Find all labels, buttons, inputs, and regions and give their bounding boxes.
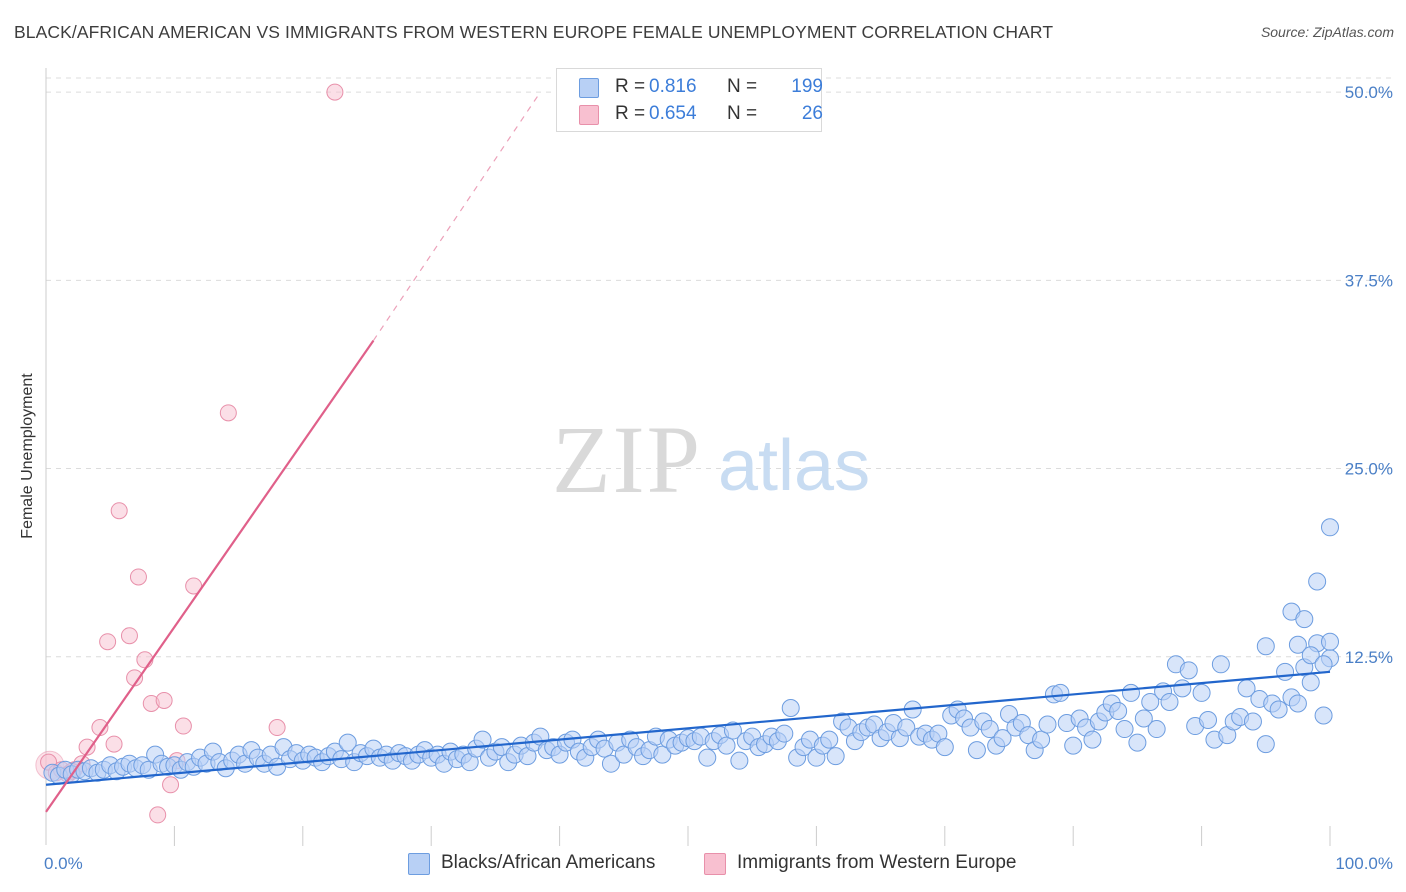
data-point bbox=[1301, 646, 1320, 665]
data-point bbox=[826, 747, 845, 766]
y-tick-label: 50.0% bbox=[1345, 83, 1393, 102]
data-point bbox=[1147, 720, 1166, 739]
legend-n-label: N = bbox=[727, 76, 758, 97]
data-point bbox=[219, 404, 237, 422]
legend-r-value: 0.816 bbox=[649, 76, 697, 97]
trend-lines bbox=[45, 91, 1331, 813]
bottom-legend-swatch-blue bbox=[408, 853, 430, 875]
data-point bbox=[1064, 736, 1083, 755]
pink-points bbox=[35, 83, 344, 824]
data-point bbox=[1173, 679, 1192, 698]
data-point bbox=[820, 730, 839, 749]
axes bbox=[45, 68, 1331, 846]
data-point bbox=[935, 738, 954, 757]
data-point bbox=[1134, 709, 1153, 728]
data-point bbox=[1243, 712, 1262, 731]
data-point bbox=[1321, 632, 1339, 651]
x-tick-label: 100.0% bbox=[1335, 854, 1393, 873]
data-point bbox=[1128, 733, 1147, 752]
data-point bbox=[601, 754, 620, 773]
data-point bbox=[1115, 720, 1134, 739]
legend-r-label: R = bbox=[615, 76, 646, 97]
legend-r-label: R = bbox=[615, 103, 646, 124]
legend-swatch-blue bbox=[579, 78, 599, 98]
data-point bbox=[174, 717, 192, 735]
data-point bbox=[1083, 730, 1102, 749]
legend-n-label: N = bbox=[727, 103, 758, 124]
y-tick-label: 12.5% bbox=[1345, 648, 1393, 667]
data-point bbox=[99, 633, 117, 651]
data-point bbox=[1288, 694, 1307, 713]
data-point bbox=[149, 806, 167, 824]
data-point bbox=[1199, 711, 1218, 730]
legend-n-value: 199 bbox=[791, 76, 823, 97]
data-point bbox=[698, 748, 717, 767]
data-point bbox=[1314, 655, 1333, 674]
bottom-legend-swatch-pink bbox=[704, 853, 726, 875]
data-point bbox=[1321, 518, 1339, 537]
data-point bbox=[781, 698, 800, 717]
x-tick-label: 0.0% bbox=[44, 854, 83, 873]
legend-r-value: 0.654 bbox=[649, 103, 697, 124]
data-point bbox=[162, 776, 180, 794]
data-point bbox=[1032, 730, 1051, 749]
data-point bbox=[105, 735, 123, 753]
data-point bbox=[980, 720, 999, 739]
trend-line-pink bbox=[45, 339, 375, 813]
data-point bbox=[1038, 715, 1057, 734]
data-point bbox=[1295, 610, 1314, 629]
data-point bbox=[993, 729, 1012, 748]
tick-labels: 12.5% 25.0% 37.5% 50.0% 0.0% 100.0% bbox=[44, 83, 1393, 873]
trend-line-pink-extended bbox=[372, 91, 541, 341]
data-point bbox=[775, 724, 794, 743]
data-point bbox=[473, 730, 492, 749]
chart-title: BLACK/AFRICAN AMERICAN VS IMMIGRANTS FRO… bbox=[14, 22, 1054, 42]
data-point bbox=[1051, 683, 1070, 702]
data-point bbox=[1288, 635, 1307, 654]
data-point bbox=[268, 719, 286, 737]
data-point bbox=[338, 733, 357, 752]
data-point bbox=[1211, 655, 1230, 674]
data-point bbox=[1179, 661, 1198, 680]
watermark: ZIP atlas bbox=[552, 406, 870, 513]
data-point bbox=[120, 627, 138, 645]
data-point bbox=[1308, 572, 1327, 591]
legend-swatch-pink bbox=[579, 105, 599, 125]
bottom-legend-label-pink: Immigrants from Western Europe bbox=[737, 852, 1017, 873]
y-tick-label: 25.0% bbox=[1345, 460, 1393, 479]
trend-line-blue bbox=[45, 670, 1331, 786]
data-point bbox=[1141, 692, 1160, 711]
data-point bbox=[326, 83, 344, 101]
data-point bbox=[78, 738, 96, 756]
data-point bbox=[1192, 683, 1211, 702]
data-point bbox=[897, 718, 916, 737]
blue-points bbox=[43, 518, 1339, 785]
data-point bbox=[1109, 701, 1128, 720]
data-point bbox=[1269, 700, 1288, 719]
data-point bbox=[730, 751, 749, 770]
data-point bbox=[1301, 673, 1320, 692]
data-point bbox=[653, 745, 672, 764]
data-point bbox=[1121, 683, 1140, 702]
data-point bbox=[1160, 692, 1179, 711]
y-tick-label: 37.5% bbox=[1345, 271, 1393, 290]
data-point bbox=[1256, 735, 1275, 754]
correlation-legend: R = 0.816 N = 199 R = 0.654 N = 26 bbox=[556, 68, 823, 132]
data-point bbox=[155, 691, 173, 709]
bottom-legend-label-blue: Blacks/African Americans bbox=[441, 852, 656, 873]
data-point bbox=[723, 721, 742, 740]
source-label: Source: ZipAtlas.com bbox=[1260, 24, 1394, 40]
watermark-zip: ZIP bbox=[552, 406, 702, 513]
data-point bbox=[1314, 706, 1333, 725]
grid bbox=[46, 77, 1394, 658]
legend-n-value: 26 bbox=[801, 103, 823, 124]
data-point bbox=[129, 568, 147, 586]
watermark-atlas: atlas bbox=[718, 426, 870, 506]
data-point bbox=[967, 741, 986, 760]
data-point bbox=[1256, 637, 1275, 656]
data-point bbox=[1276, 662, 1295, 681]
data-point bbox=[717, 736, 736, 755]
data-point bbox=[110, 502, 128, 520]
